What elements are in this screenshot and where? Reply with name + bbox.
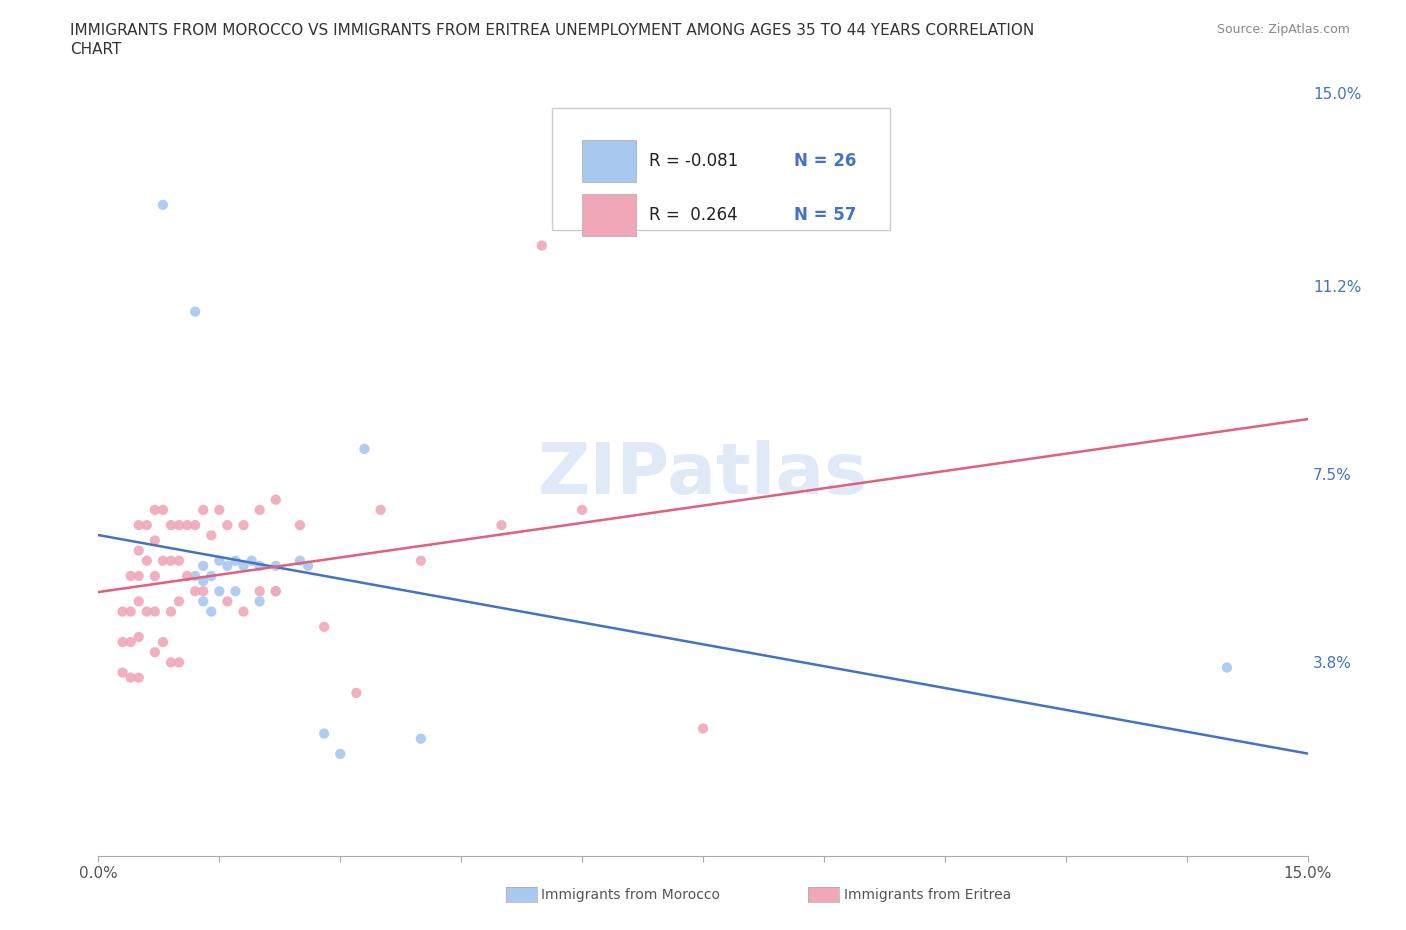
Text: ZIPatlas: ZIPatlas (538, 440, 868, 509)
Point (200, 604, 222, 619)
Point (264, 584, 287, 599)
Point (288, 553, 311, 568)
Point (176, 518, 198, 533)
Point (240, 553, 263, 568)
Point (167, 518, 190, 533)
Text: R = -0.081: R = -0.081 (648, 153, 738, 170)
Point (143, 644, 166, 659)
Point (232, 518, 254, 533)
Point (184, 568, 207, 583)
Point (1216, 660, 1239, 675)
Point (264, 492, 287, 507)
FancyBboxPatch shape (551, 108, 890, 231)
Point (249, 594, 271, 609)
Point (224, 553, 246, 568)
Point (120, 671, 142, 685)
Point (128, 630, 150, 644)
Point (143, 568, 166, 583)
Point (135, 553, 157, 568)
Point (208, 502, 231, 517)
Point (120, 568, 142, 583)
Point (128, 518, 150, 533)
Point (491, 518, 513, 533)
Point (128, 671, 150, 685)
Point (314, 726, 336, 741)
Point (152, 634, 174, 649)
Point (264, 558, 287, 573)
Text: Immigrants from Morocco: Immigrants from Morocco (541, 887, 720, 902)
Point (224, 584, 246, 599)
Point (143, 533, 166, 548)
Point (571, 502, 593, 517)
Text: N = 57: N = 57 (793, 206, 856, 223)
Point (370, 502, 392, 517)
Point (160, 553, 183, 568)
Point (208, 584, 231, 599)
Point (152, 553, 174, 568)
Point (217, 518, 239, 533)
Point (167, 655, 190, 670)
Point (128, 594, 150, 609)
Point (167, 594, 190, 609)
Point (120, 634, 142, 649)
Point (152, 197, 174, 212)
Point (193, 502, 215, 517)
Point (249, 502, 271, 517)
Point (193, 558, 215, 573)
Text: Immigrants from Eritrea: Immigrants from Eritrea (844, 887, 1011, 902)
Point (184, 304, 207, 319)
Point (344, 685, 367, 700)
Point (193, 594, 215, 609)
Text: Source: ZipAtlas.com: Source: ZipAtlas.com (1216, 23, 1350, 36)
Point (135, 518, 157, 533)
Point (160, 655, 183, 670)
Point (288, 518, 311, 533)
Point (409, 731, 432, 746)
Text: CHART: CHART (70, 42, 122, 57)
Point (297, 558, 319, 573)
Point (232, 558, 254, 573)
FancyBboxPatch shape (582, 193, 637, 235)
Point (217, 558, 239, 573)
Point (217, 594, 239, 609)
Text: IMMIGRANTS FROM MOROCCO VS IMMIGRANTS FROM ERITREA UNEMPLOYMENT AMONG AGES 35 TO: IMMIGRANTS FROM MOROCCO VS IMMIGRANTS FR… (70, 23, 1035, 38)
Point (200, 568, 222, 583)
Point (200, 528, 222, 543)
Point (111, 634, 134, 649)
Point (314, 619, 336, 634)
Point (193, 584, 215, 599)
Point (135, 604, 157, 619)
Point (160, 518, 183, 533)
Point (120, 604, 142, 619)
Point (692, 721, 714, 736)
Point (167, 553, 190, 568)
Text: R =  0.264: R = 0.264 (648, 206, 737, 223)
Point (249, 558, 271, 573)
Point (264, 584, 287, 599)
Point (184, 518, 207, 533)
Point (530, 238, 553, 253)
Point (353, 442, 375, 457)
Point (111, 665, 134, 680)
Point (232, 604, 254, 619)
Point (409, 553, 432, 568)
Point (143, 502, 166, 517)
Point (208, 553, 231, 568)
Text: N = 26: N = 26 (793, 153, 856, 170)
Point (176, 568, 198, 583)
Point (249, 584, 271, 599)
Point (128, 568, 150, 583)
Point (143, 604, 166, 619)
Point (160, 604, 183, 619)
Point (329, 747, 352, 762)
Point (111, 604, 134, 619)
FancyBboxPatch shape (582, 140, 637, 182)
Point (193, 574, 215, 589)
Point (184, 584, 207, 599)
Point (128, 543, 150, 558)
Point (152, 502, 174, 517)
